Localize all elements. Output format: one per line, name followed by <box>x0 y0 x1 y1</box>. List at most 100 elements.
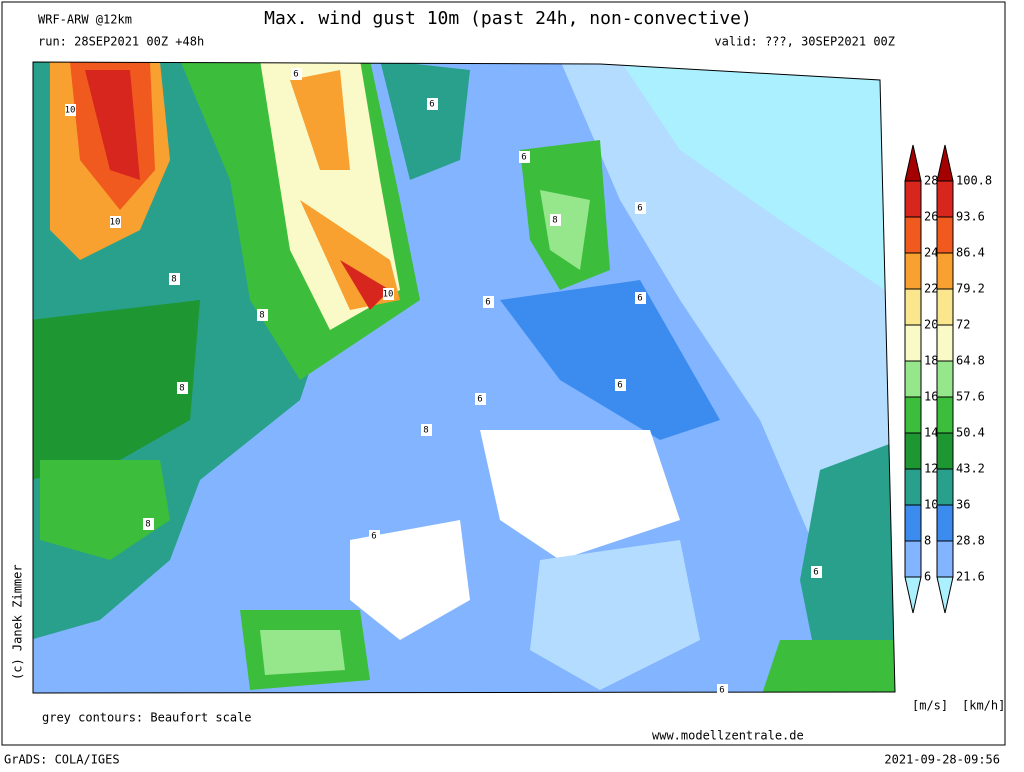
colorbar-box <box>904 540 922 578</box>
site: www.modellzentrale.de <box>652 729 804 743</box>
colorbar-label: 6 <box>924 570 931 584</box>
contour-label: 8 <box>259 311 264 321</box>
colorbar-label: 57.6 <box>956 390 985 404</box>
colorbar-label: 64.8 <box>956 354 985 368</box>
colorbar-box <box>936 324 954 362</box>
contour-label: 8 <box>145 520 150 530</box>
contour-label-bg <box>369 530 380 542</box>
software: GrADS: COLA/IGES <box>4 753 120 767</box>
contour-label: 8 <box>179 384 184 394</box>
colorbar-box <box>936 252 954 290</box>
colorbar-box <box>904 288 922 326</box>
colorbar-label: 18 <box>924 354 938 368</box>
colorbar: 28 26 24 22 20 18 16 14 12 10 8 6 100.8 93.6 86.4 79.2 7… <box>904 144 992 614</box>
contour-label: 6 <box>637 204 642 214</box>
contour-label: 6 <box>719 686 724 696</box>
colorbar-label: 72 <box>956 318 970 332</box>
note: grey contours: Beaufort scale <box>42 711 252 725</box>
colorbar-cap <box>904 576 922 614</box>
colorbar-box <box>904 468 922 506</box>
title: Max. wind gust 10m (past 24h, non-convec… <box>264 8 752 29</box>
contour-label: 6 <box>293 70 298 80</box>
colorbar-label: 79.2 <box>956 282 985 296</box>
colorbar-box <box>904 252 922 290</box>
contour-label: 10 <box>65 106 76 116</box>
contour-label-bg <box>110 216 121 228</box>
colorbar-box <box>936 396 954 434</box>
colorbar-label: 100.8 <box>956 174 992 188</box>
contour-label-bg <box>257 309 268 321</box>
contour-label: 6 <box>371 532 376 542</box>
contour-label-bg <box>421 424 432 436</box>
contour-label: 6 <box>617 381 622 391</box>
colorbar-label: 28.8 <box>956 534 985 548</box>
contour-label: 10 <box>383 290 394 300</box>
colorbar-box <box>904 360 922 398</box>
contour-label: 6 <box>477 395 482 405</box>
contour-label: 8 <box>171 275 176 285</box>
colorbar-label: 43.2 <box>956 462 985 476</box>
colorbar-label: 28 <box>924 174 938 188</box>
colorbar-box <box>936 468 954 506</box>
colorbar-label: 16 <box>924 390 938 404</box>
contour-label: 8 <box>552 216 557 226</box>
contour-label-bg <box>475 393 486 405</box>
colorbar-box <box>904 216 922 254</box>
colorbar-box <box>936 360 954 398</box>
colorbar-box <box>904 396 922 434</box>
colorbar-label: 14 <box>924 426 938 440</box>
contour-label: 6 <box>429 100 434 110</box>
contour-label: 6 <box>813 568 818 578</box>
colorbar-box <box>904 324 922 362</box>
contour-label-bg <box>177 382 188 394</box>
colorbar-box <box>904 432 922 470</box>
contour-label-bg <box>427 98 438 110</box>
contour-label-bg <box>65 104 76 116</box>
colorbar-label: 8 <box>924 534 931 548</box>
contour-label-bg <box>143 518 154 530</box>
valid: valid: ???, 30SEP2021 00Z <box>714 35 895 49</box>
colorbar-box <box>936 288 954 326</box>
unit-kmh: [km/h] <box>962 699 1005 713</box>
colorbar-label: 36 <box>956 498 970 512</box>
colorbar-label: 22 <box>924 282 938 296</box>
contour-label: 8 <box>423 426 428 436</box>
colorbar-label: 86.4 <box>956 246 985 260</box>
contour-label-bg <box>717 684 728 696</box>
contour-label-bg <box>291 68 302 80</box>
colorbar-label: 50.4 <box>956 426 985 440</box>
colorbar-box <box>936 504 954 542</box>
contour-label-bg <box>635 292 646 304</box>
colorbar-box <box>904 504 922 542</box>
colorbar-label: 93.6 <box>956 210 985 224</box>
colorbar-box <box>904 180 922 218</box>
contour-label: 6 <box>485 298 490 308</box>
contour-label: 10 <box>110 218 121 228</box>
colorbar-cap <box>936 576 954 614</box>
contour-label-bg <box>550 214 561 226</box>
contour-label-bg <box>811 566 822 578</box>
credit: (c) Janek Zimmer <box>11 564 25 680</box>
colorbar-label: 24 <box>924 246 938 260</box>
contour-label-bg <box>635 202 646 214</box>
colorbar-box <box>936 540 954 578</box>
colorbar-box <box>936 180 954 218</box>
contour-label-bg <box>169 273 180 285</box>
contour-label-bg <box>383 288 394 300</box>
colorbar-label: 20 <box>924 318 938 332</box>
timestamp: 2021-09-28-09:56 <box>884 753 1000 767</box>
map: 10 10 10 6 6 6 6 8 8 8 8 8 6 6 6 6 8 6 6 6 <box>32 61 896 696</box>
colorbar-label: 21.6 <box>956 570 985 584</box>
colorbar-box <box>936 216 954 254</box>
unit-ms: [m/s] <box>912 699 948 713</box>
colorbar-label: 12 <box>924 462 938 476</box>
colorbar-label: 26 <box>924 210 938 224</box>
model: WRF-ARW @12km <box>38 13 132 27</box>
contour-label-bg <box>615 379 626 391</box>
run: run: 28SEP2021 00Z +48h <box>38 35 204 49</box>
contour-label-bg <box>519 151 530 163</box>
colorbar-box <box>936 432 954 470</box>
contour-label: 6 <box>521 153 526 163</box>
contour-label: 6 <box>637 294 642 304</box>
